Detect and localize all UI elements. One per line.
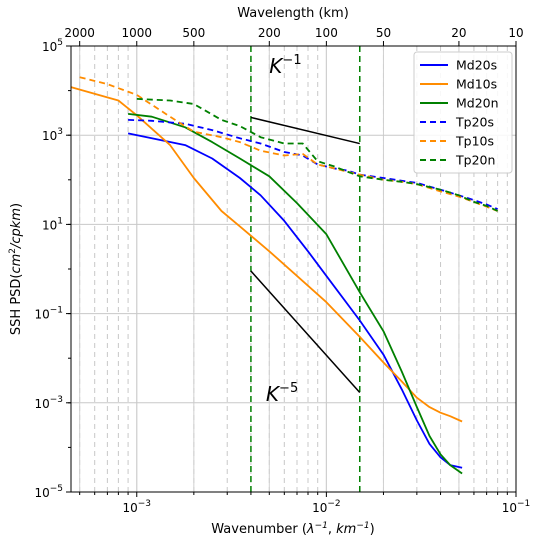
series-line-md10s	[70, 86, 463, 423]
legend-label-tp20s: Tp20s	[455, 115, 494, 130]
legend-label-md10s: Md10s	[456, 77, 497, 92]
x-axis-title-sup: −1	[315, 521, 328, 531]
y-tick-label: 103	[42, 127, 63, 143]
y-axis-title-den: /cpkm	[9, 208, 24, 249]
series-line-md20n	[127, 113, 463, 475]
series-lines	[70, 76, 498, 475]
y-axis-title-sup: 2	[8, 248, 18, 254]
reference-slope-line	[250, 116, 360, 145]
legend: Md20s Md10s Md20n Tp20s Tp10s Tp20n	[413, 51, 513, 174]
y-tick-label: 101	[42, 216, 63, 232]
x-tick-label: 10−1	[502, 499, 531, 515]
top-tick-label: 10	[508, 26, 523, 40]
x-axis-title-symbol: λ	[306, 522, 315, 537]
series-line-tp20n	[136, 98, 498, 212]
reference-slope-label: K−1	[269, 53, 301, 78]
y-tick-label: 105	[42, 38, 63, 54]
x-axis-title: Wavenumber (λ−1, km−1)	[211, 521, 374, 537]
x-axis-title-unit: km	[336, 522, 356, 537]
x-axis-title-main: Wavenumber (	[211, 522, 307, 537]
series-line-md20s	[127, 132, 463, 469]
reference-lines: K−1 K−5	[250, 53, 361, 406]
top-tick-label: 500	[182, 26, 205, 40]
top-tick-label: 1000	[121, 26, 152, 40]
x-axis-title-end: )	[370, 522, 375, 537]
legend-label-tp20n: Tp20n	[455, 153, 495, 168]
series-line-tp10s	[79, 76, 498, 212]
x-tick-label: 10−2	[312, 499, 341, 515]
y-axis-title-end: )	[9, 203, 24, 208]
y-tick-label: 10−3	[34, 395, 63, 411]
y-axis-title: SSH PSD(cm2/cpkm)	[8, 203, 24, 335]
reference-slope-label: K−5	[266, 381, 298, 406]
reference-slope-line	[250, 270, 361, 394]
x-tick-label: 10−3	[122, 499, 151, 515]
top-tick-label: 200	[258, 26, 281, 40]
top-tick-label: 20	[451, 26, 466, 40]
y-tick-label: 10−1	[34, 306, 63, 322]
y-tick-label: 10−5	[34, 484, 63, 500]
top-tick-label: 100	[315, 26, 338, 40]
legend-box	[413, 51, 513, 174]
top-tick-label: 50	[376, 26, 391, 40]
y-axis-title-unit: cm	[9, 254, 24, 274]
legend-label-tp10s: Tp10s	[455, 134, 494, 149]
x-axis-title-sep: ,	[328, 522, 336, 537]
x-axis-title-unit-sup: −1	[356, 521, 369, 531]
legend-label-md20n: Md20n	[456, 96, 499, 111]
top-tick-label: 2000	[64, 26, 95, 40]
top-axis-title: Wavelength (km)	[237, 6, 349, 21]
y-axis-title-main: SSH PSD(	[9, 274, 24, 336]
vertical-markers	[250, 46, 361, 492]
legend-label-md20s: Md20s	[456, 58, 497, 73]
